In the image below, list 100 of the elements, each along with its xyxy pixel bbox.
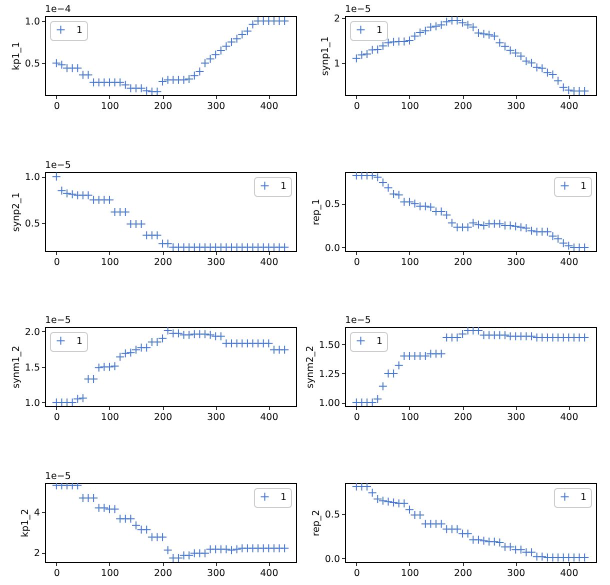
x-tick-label: 200 (154, 256, 172, 268)
x-tick-label: 100 (400, 256, 420, 268)
x-tick-label: 0 (354, 101, 360, 112)
point (458, 329, 468, 338)
x-tick-label: 400 (260, 256, 278, 268)
point (479, 536, 488, 545)
x-tick-label: 400 (560, 256, 578, 268)
point (190, 71, 199, 80)
x-tick-label: 100 (400, 412, 420, 423)
legend-label: 1 (580, 180, 587, 192)
x-tick-label: 300 (207, 101, 226, 112)
point (378, 382, 388, 391)
point (158, 77, 168, 86)
x-tick-label: 0 (54, 256, 60, 268)
point (163, 545, 172, 554)
legend-label: 1 (376, 24, 383, 36)
y-tick-label: 2 (34, 548, 40, 559)
x-tick-label: 400 (560, 412, 578, 423)
point (68, 189, 77, 198)
point (73, 64, 82, 73)
point (516, 222, 526, 232)
point (200, 548, 210, 558)
text: 1e−5 (45, 160, 71, 170)
point (280, 345, 290, 354)
point (179, 75, 188, 84)
point (104, 78, 114, 87)
x-tick-label: 0 (354, 412, 360, 423)
point (73, 394, 82, 404)
x-tick-label: 0 (54, 568, 60, 578)
point (280, 543, 290, 552)
point (200, 242, 210, 250)
point (110, 362, 120, 371)
point (184, 330, 194, 340)
y-axis-title: kp1_1 (10, 42, 22, 70)
point (384, 38, 393, 48)
point (132, 345, 141, 354)
x-tick-label: 200 (154, 412, 172, 423)
point (416, 28, 425, 38)
x-tick-label: 0 (54, 101, 60, 112)
y-axis-title: synp2_1 (10, 192, 22, 232)
text: 1e−4 (45, 4, 71, 15)
point (269, 543, 278, 552)
point (110, 504, 120, 514)
y-axis-title: synm2_2 (304, 346, 316, 388)
point (500, 330, 510, 340)
y-tick-label: 1.0 (24, 16, 40, 28)
x-tick-label: 100 (100, 101, 120, 112)
point (120, 348, 130, 358)
y-tick-label: 1.5 (24, 362, 40, 374)
point (436, 349, 446, 358)
point (158, 334, 168, 343)
point (420, 201, 430, 210)
y-tick-label: 1.0 (24, 172, 40, 183)
x-tick-label: 300 (207, 568, 226, 578)
point (242, 242, 252, 250)
point (474, 534, 483, 544)
point (174, 242, 183, 250)
point (490, 536, 499, 546)
point (368, 45, 377, 54)
x-tick-label: 400 (260, 568, 278, 578)
x-tick-label: 200 (454, 412, 472, 423)
y-tick-label: 1.00 (318, 398, 340, 410)
x-tick-label: 100 (400, 568, 420, 578)
point (352, 54, 361, 63)
point (269, 242, 278, 250)
point (378, 41, 388, 50)
point (280, 242, 290, 250)
point (373, 394, 382, 404)
point (84, 70, 93, 80)
y-axis-title: kp1_2 (20, 508, 31, 537)
x-tick-label: 200 (154, 101, 172, 112)
point (232, 544, 242, 554)
x-tick-label: 300 (507, 256, 526, 268)
point (184, 74, 194, 84)
y-tick-label: 0.0 (324, 242, 340, 254)
point (227, 545, 236, 554)
point (116, 352, 125, 362)
point (384, 496, 393, 506)
x-tick-label: 0 (54, 412, 60, 423)
y-tick-label: 0.0 (324, 553, 340, 564)
y-tick-label: 1.25 (318, 368, 340, 380)
point (78, 394, 88, 403)
point (142, 524, 152, 534)
point (242, 338, 252, 348)
point (394, 190, 404, 199)
x-tick-label: 300 (507, 568, 526, 578)
point (200, 58, 210, 68)
point (200, 330, 210, 339)
x-tick-label: 300 (507, 101, 526, 112)
point (232, 34, 242, 44)
x-tick-label: 100 (400, 101, 420, 112)
x-tick-label: 200 (454, 256, 472, 268)
point (174, 75, 183, 84)
point (248, 20, 258, 29)
legend-label: 1 (280, 180, 287, 192)
y-tick-label: 0.5 (24, 218, 40, 230)
x-tick-label: 0 (354, 568, 360, 578)
point (100, 502, 109, 512)
x-tick-label: 100 (100, 412, 120, 423)
point (152, 87, 162, 95)
